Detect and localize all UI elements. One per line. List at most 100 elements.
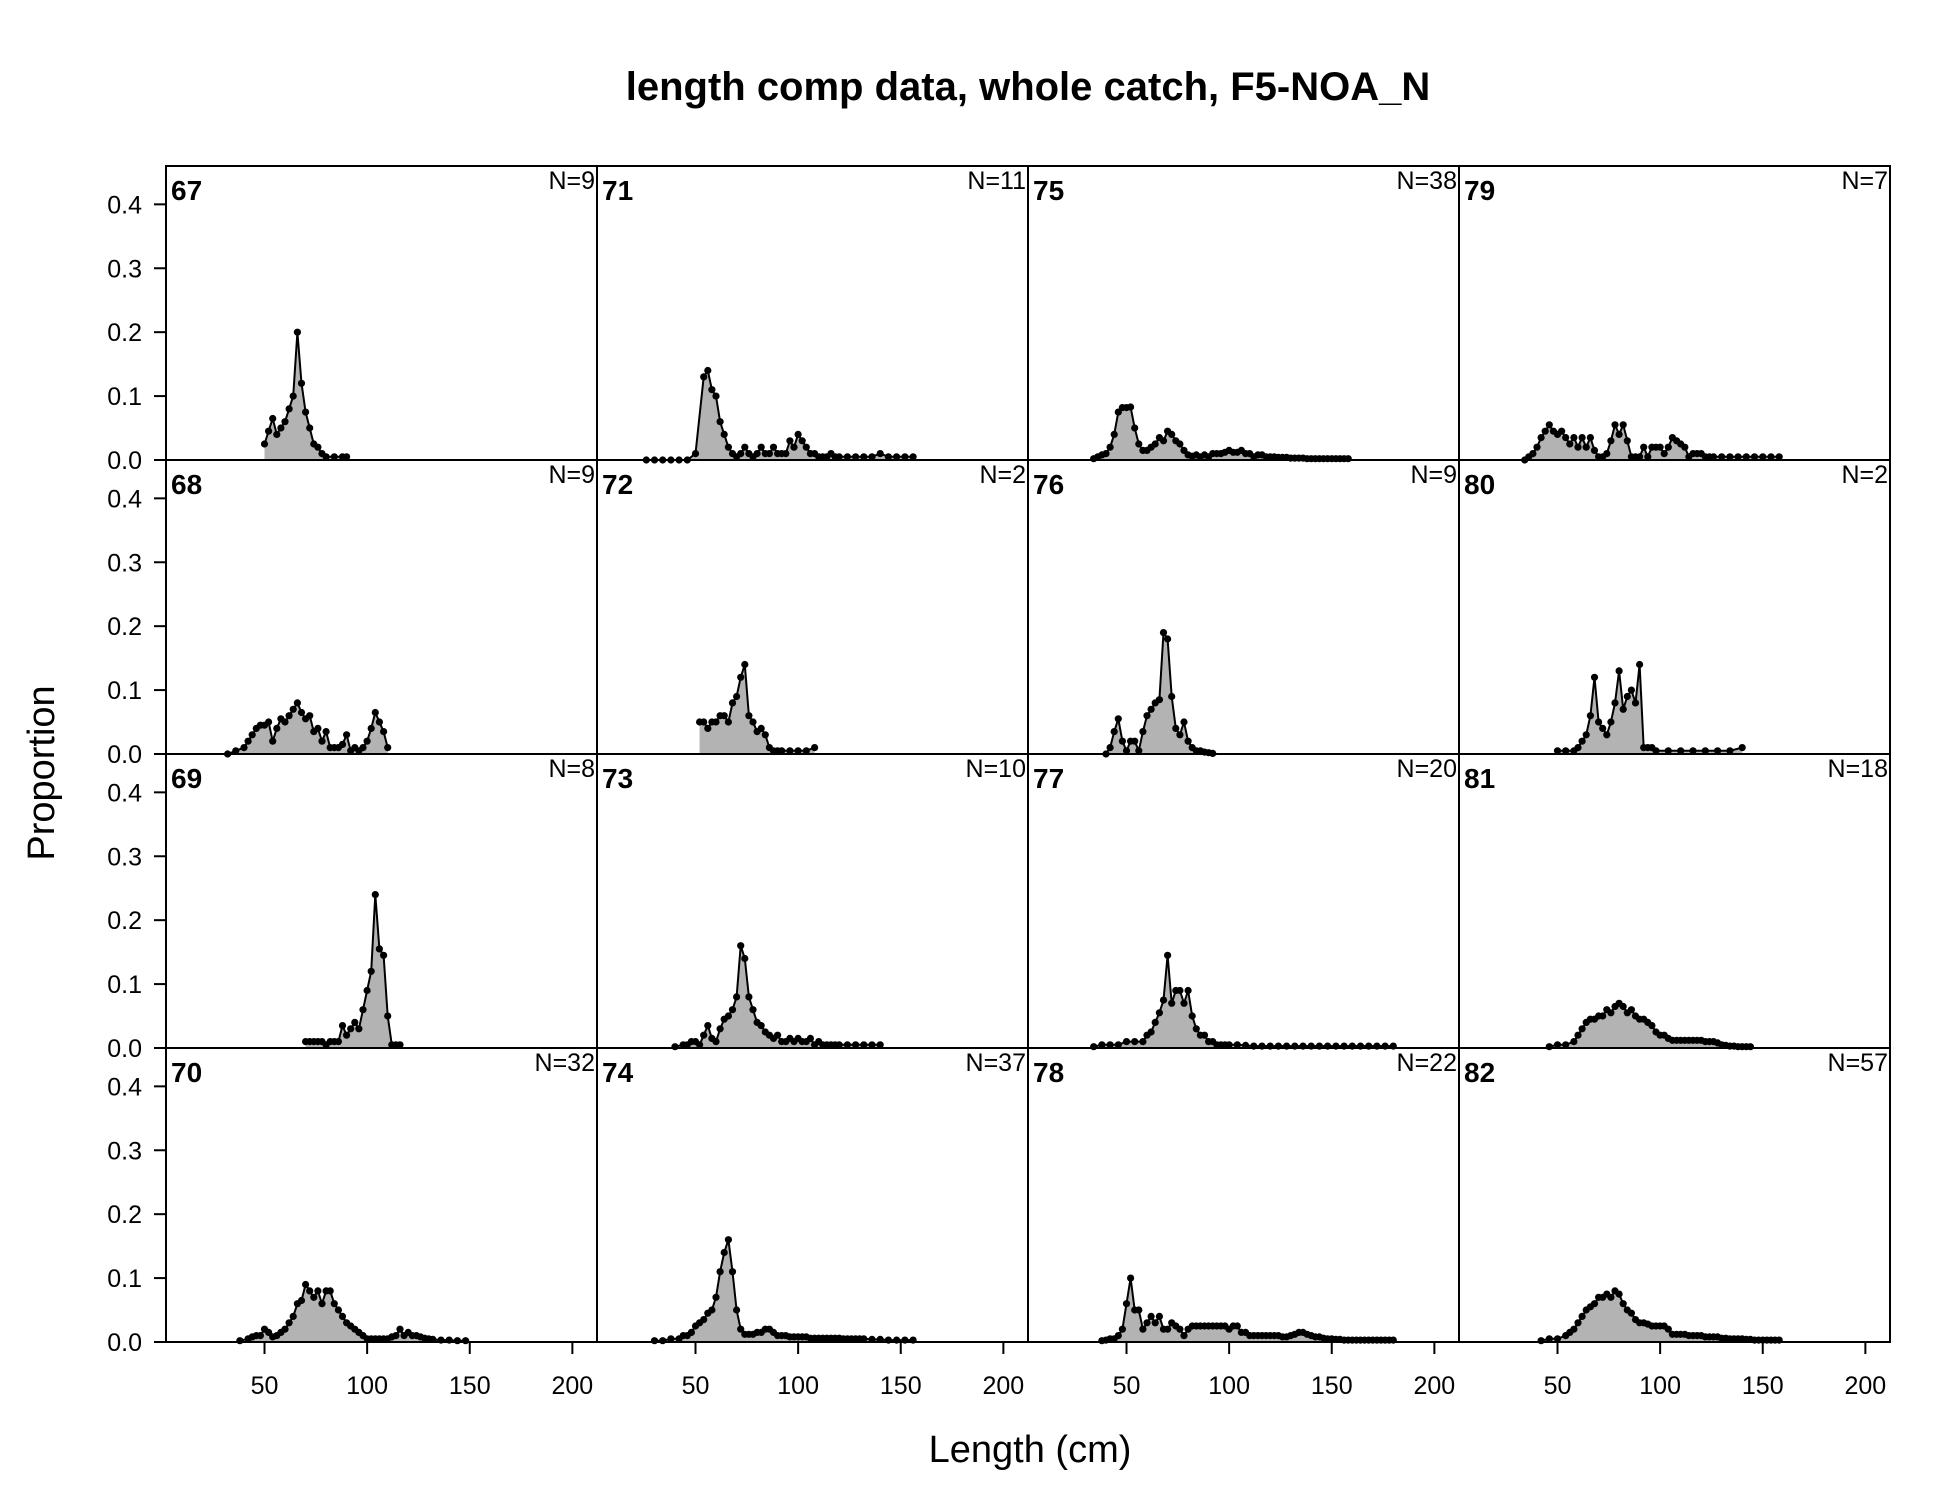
data-point: [1155, 696, 1163, 704]
panel-year-label: 77: [1033, 763, 1064, 794]
data-point: [314, 443, 322, 451]
panel-75: 75 N=38: [1027, 165, 1460, 463]
x-tick-label: 100: [1208, 1372, 1250, 1400]
data-point: [281, 718, 289, 726]
data-point: [786, 437, 794, 445]
series-line: [674, 945, 881, 1048]
data-point: [659, 1337, 667, 1345]
data-point: [1176, 1325, 1184, 1333]
data-point: [868, 1041, 876, 1049]
data-point: [1623, 692, 1631, 701]
data-point: [256, 1332, 264, 1340]
y-tick-label: 0.1: [107, 971, 142, 999]
data-point: [1233, 1322, 1241, 1330]
data-point: [306, 1287, 314, 1295]
panel-year-label: 74: [602, 1057, 634, 1088]
panel-72: 72 N=2: [596, 459, 1029, 755]
panel-border: [596, 1047, 1029, 1343]
data-point: [297, 379, 306, 387]
data-point: [1131, 737, 1139, 745]
data-point: [1615, 667, 1623, 675]
area-fill: [305, 894, 400, 1048]
data-point: [265, 718, 273, 726]
data-point: [1151, 1018, 1159, 1026]
data-point: [367, 967, 375, 975]
data-point: [1131, 1038, 1139, 1046]
area-fill: [654, 1239, 914, 1342]
panel-n-label: N=2: [979, 461, 1026, 489]
y-tick-label: 0.3: [107, 843, 142, 871]
data-point: [1582, 443, 1590, 451]
data-point: [1135, 1306, 1143, 1314]
y-tick-label: 0.4: [107, 191, 142, 219]
data-point: [1139, 1038, 1147, 1046]
data-point: [1599, 1012, 1607, 1020]
data-point: [343, 1031, 351, 1039]
panel-n-label: N=10: [966, 755, 1026, 783]
data-point: [1168, 999, 1176, 1007]
area-fill: [1541, 1290, 1780, 1342]
data-point: [1767, 453, 1775, 461]
data-point: [285, 712, 293, 720]
data-point: [728, 1268, 737, 1276]
data-point: [1627, 1006, 1635, 1014]
panel-68: 68 N=9 0.0 0.1 0.2 0.3 0.4: [107, 459, 598, 769]
data-point: [1582, 731, 1590, 739]
data-point: [708, 386, 716, 394]
data-point: [1159, 996, 1168, 1004]
panel-border: [596, 459, 1029, 755]
data-point: [248, 731, 256, 739]
data-point: [1660, 450, 1668, 458]
data-point: [343, 453, 351, 461]
data-point: [269, 414, 277, 423]
data-point: [1570, 434, 1578, 442]
data-point: [314, 724, 322, 733]
data-point: [289, 392, 297, 400]
data-point: [741, 954, 749, 963]
data-point: [1098, 1041, 1106, 1049]
panel-74: 74 N=37 50 100 150 200: [596, 1047, 1029, 1400]
data-point: [1176, 986, 1184, 995]
data-point: [355, 1025, 363, 1033]
data-point: [728, 699, 737, 707]
data-point: [749, 718, 757, 726]
data-point: [1233, 1041, 1241, 1049]
panel-border: [1027, 1047, 1460, 1343]
area-fill: [264, 332, 347, 460]
data-point: [306, 712, 314, 720]
data-point: [1102, 450, 1110, 458]
data-point: [1709, 453, 1718, 461]
panel-year-label: 75: [1033, 175, 1064, 206]
panel-71: 71 N=11: [596, 165, 1029, 464]
data-point: [310, 1293, 318, 1301]
data-point: [1726, 453, 1734, 461]
x-tick-label: 200: [1414, 1372, 1456, 1400]
data-point: [835, 1041, 843, 1049]
data-point: [1595, 718, 1603, 726]
data-point: [704, 1022, 712, 1030]
data-point: [1114, 715, 1122, 723]
data-point: [367, 724, 375, 733]
data-point: [1180, 999, 1188, 1007]
data-point: [737, 450, 745, 458]
data-point: [1664, 747, 1672, 755]
data-point: [338, 740, 347, 749]
series-line: [646, 367, 914, 461]
data-point: [1176, 731, 1184, 739]
x-axis-label: Length (cm): [929, 1429, 1132, 1471]
data-point: [384, 744, 392, 752]
data-point: [1590, 446, 1599, 454]
data-point: [1566, 440, 1574, 448]
data-point: [1143, 712, 1151, 720]
data-point: [671, 1043, 679, 1051]
x-tick-label: 50: [251, 1372, 279, 1400]
data-point: [1139, 1325, 1147, 1333]
data-point: [769, 443, 778, 451]
area-fill: [1524, 424, 1780, 460]
data-point: [1151, 440, 1159, 448]
y-tick-label: 0.3: [107, 549, 142, 577]
x-tick-label: 200: [552, 1372, 594, 1400]
data-point: [1627, 1309, 1635, 1317]
data-point: [1664, 1325, 1672, 1333]
